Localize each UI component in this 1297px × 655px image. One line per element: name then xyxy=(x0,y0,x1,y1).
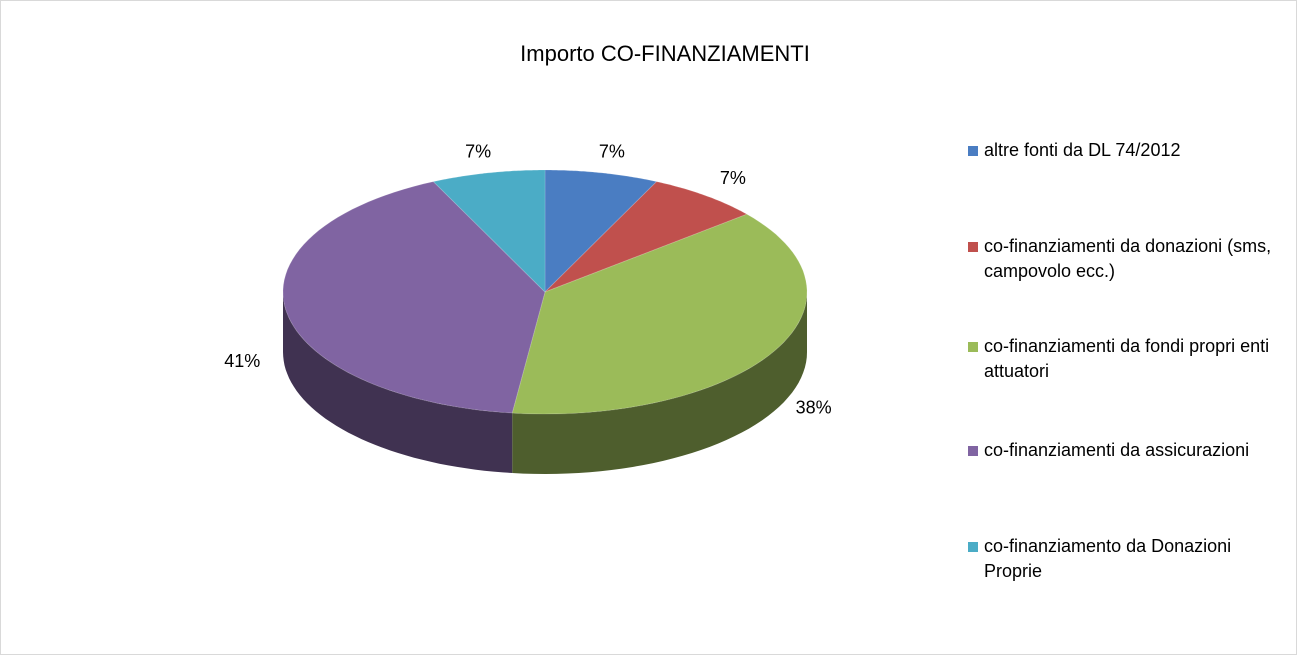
data-label: 41% xyxy=(224,351,260,371)
pie-slice xyxy=(282,181,546,414)
pie-slice-side xyxy=(512,292,807,474)
legend-swatch xyxy=(968,242,978,252)
legend-swatch xyxy=(968,542,978,552)
legend-swatch xyxy=(968,446,978,456)
legend-swatch xyxy=(968,342,978,352)
legend-label: co-finanziamento da Donazioni Proprie xyxy=(984,536,1232,581)
legend-item: altre fonti da DL 74/2012 xyxy=(968,138,1284,163)
legend-item: co-finanziamento da Donazioni Proprie xyxy=(968,534,1284,584)
legend-item: co-finanziamenti da donazioni (sms, camp… xyxy=(968,234,1284,284)
pie-slice xyxy=(432,169,546,294)
pie-slice xyxy=(544,181,749,293)
legend-label: co-finanziamenti da donazioni (sms, camp… xyxy=(984,236,1272,281)
legend-label: co-finanziamenti da assicurazioni xyxy=(984,440,1250,460)
data-label: 7% xyxy=(465,141,491,161)
legend-item: co-finanziamenti da assicurazioni xyxy=(968,438,1284,463)
data-label: 7% xyxy=(720,168,746,188)
data-label: 38% xyxy=(796,398,832,418)
pie-slice-side xyxy=(283,292,513,473)
pie-slice xyxy=(511,213,808,415)
legend-label: co-finanziamenti da fondi propri enti at… xyxy=(984,336,1270,381)
pie-slice xyxy=(544,169,658,294)
legend-swatch xyxy=(968,146,978,156)
chart-title: Importo CO-FINANZIAMENTI xyxy=(520,41,810,66)
legend-label: altre fonti da DL 74/2012 xyxy=(984,140,1181,160)
data-label: 7% xyxy=(599,141,625,161)
legend-item: co-finanziamenti da fondi propri enti at… xyxy=(968,334,1284,384)
